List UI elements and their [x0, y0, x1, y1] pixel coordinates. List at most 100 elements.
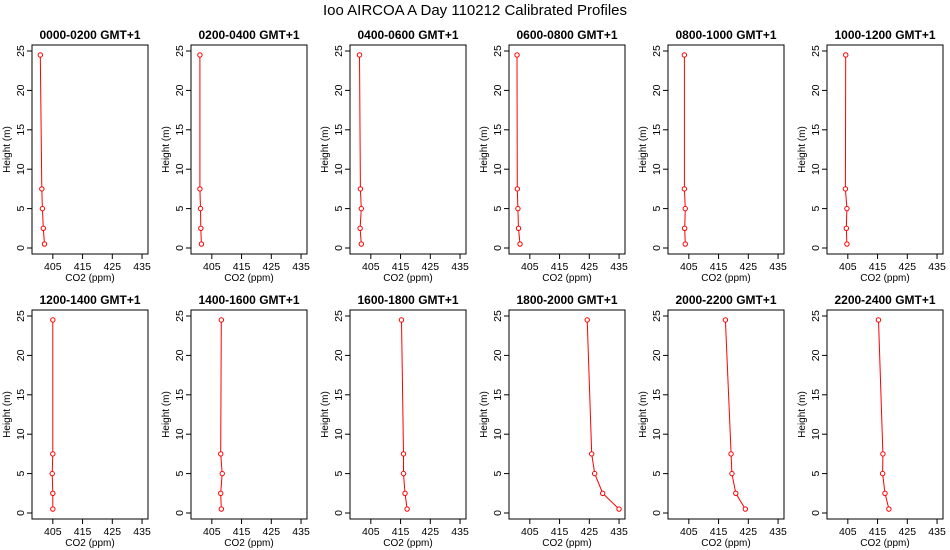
profile-line: [359, 54, 362, 245]
x-axis-label: CO2 (ppm): [542, 273, 591, 284]
plot-frame: [667, 44, 785, 255]
profile-panel: 0400-0600 GMT+1 405 415 425 435 0 5 10 15 20 25 CO2…: [320, 28, 469, 284]
x-tick-label: 405: [680, 261, 698, 273]
x-tick-label: 415: [551, 526, 569, 538]
data-point: [402, 490, 408, 496]
data-point: [198, 241, 205, 247]
data-point: [218, 317, 225, 323]
y-tick-label: 15: [333, 124, 345, 136]
x-axis-label: CO2 (ppm): [383, 273, 432, 284]
data-point: [742, 506, 749, 512]
plot-frame: [826, 309, 944, 520]
y-axis-label: Height (m): [479, 126, 490, 173]
y-tick-label: 0: [810, 510, 822, 516]
data-point: [515, 205, 521, 212]
panel-title: 1000-1200 GMT+1: [834, 28, 935, 42]
data-point: [875, 317, 882, 323]
profile-panel: 0600-0800 GMT+1 405 415 425 435 0 5 10 15 20 25 CO2…: [479, 28, 628, 284]
x-tick-label: 435: [292, 526, 310, 538]
x-tick-label: 405: [839, 261, 857, 273]
x-axis-label: CO2 (ppm): [860, 538, 909, 549]
y-tick-label: 25: [810, 45, 822, 57]
profile-panel: 1200-1400 GMT+1 405 415 425 435 0 5 10 15 20 25 CO2…: [2, 293, 151, 549]
profile-line: [51, 319, 54, 510]
data-point: [616, 506, 622, 512]
y-tick-label: 20: [651, 84, 663, 96]
y-axis-label: Height (m): [320, 126, 331, 173]
x-axis-label: CO2 (ppm): [383, 538, 432, 549]
x-tick-label: 405: [203, 526, 221, 538]
y-tick-label: 15: [15, 389, 27, 401]
y-tick-label: 5: [651, 206, 663, 212]
profile-panel: 2200-2400 GMT+1 405 415 425 435 0 5 10 15 20 25 CO2…: [797, 293, 946, 549]
data-point: [681, 225, 688, 232]
x-tick-label: 415: [869, 261, 887, 273]
y-axis-label: Height (m): [161, 126, 172, 173]
panel-title: 0400-0600 GMT+1: [357, 28, 458, 42]
data-point: [844, 241, 850, 247]
y-tick-label: 0: [15, 510, 27, 516]
x-tick-label: 415: [710, 526, 728, 538]
y-tick-label: 10: [174, 163, 186, 175]
x-tick-label: 405: [521, 526, 539, 538]
data-point: [219, 470, 225, 477]
x-tick-label: 425: [740, 261, 758, 273]
plot-frame: [349, 309, 467, 520]
x-tick-label: 415: [551, 261, 569, 273]
data-point: [357, 225, 363, 232]
y-axis-label: Height (m): [638, 126, 649, 173]
data-point: [728, 451, 734, 457]
y-tick-label: 5: [174, 471, 186, 477]
data-point: [39, 186, 45, 192]
profile-line: [724, 319, 746, 510]
y-tick-label: 5: [810, 206, 822, 212]
y-tick-label: 5: [651, 471, 663, 477]
profile-panel: 1400-1600 GMT+1 405 415 425 435 0 5 10 15 20 25 CO2…: [161, 293, 310, 549]
figure-title: Ioo AIRCOA A Day 110212 Calibrated Profi…: [322, 2, 628, 19]
data-point: [515, 225, 522, 232]
x-tick-label: 425: [422, 261, 440, 273]
data-point: [514, 186, 521, 192]
panel-title: 2000-2200 GMT+1: [675, 293, 776, 307]
data-point: [681, 186, 688, 192]
x-tick-label: 435: [610, 261, 628, 273]
data-point: [584, 317, 590, 323]
x-tick-label: 425: [263, 526, 281, 538]
y-axis-label: Height (m): [2, 126, 13, 173]
y-axis-label: Height (m): [638, 391, 649, 438]
data-point: [198, 225, 204, 232]
data-point: [197, 205, 204, 212]
data-point: [514, 52, 520, 58]
y-tick-label: 10: [174, 428, 186, 440]
x-tick-label: 435: [928, 526, 946, 538]
data-point: [842, 186, 849, 192]
data-point: [37, 52, 44, 58]
y-tick-label: 10: [333, 428, 345, 440]
y-tick-label: 20: [333, 349, 345, 361]
y-tick-label: 10: [651, 428, 663, 440]
y-tick-label: 25: [15, 310, 27, 322]
panel-title: 1200-1400 GMT+1: [39, 293, 140, 307]
y-tick-label: 25: [333, 45, 345, 57]
y-axis-label: Height (m): [479, 391, 490, 438]
data-point: [218, 451, 224, 457]
data-point: [729, 470, 735, 477]
y-tick-label: 20: [174, 84, 186, 96]
y-tick-label: 0: [174, 510, 186, 516]
y-tick-label: 15: [15, 124, 27, 136]
x-tick-label: 425: [740, 526, 758, 538]
y-tick-label: 15: [651, 389, 663, 401]
data-point: [41, 241, 48, 247]
x-tick-label: 415: [74, 261, 92, 273]
y-tick-label: 10: [651, 163, 663, 175]
x-axis-label: CO2 (ppm): [65, 538, 114, 549]
y-tick-label: 5: [810, 471, 822, 477]
x-tick-label: 425: [104, 261, 122, 273]
data-point: [400, 451, 407, 457]
data-point: [843, 52, 849, 58]
profile-panel: 0800-1000 GMT+1 405 415 425 435 0 5 10 15 20 25 CO2…: [638, 28, 787, 284]
y-tick-label: 5: [15, 206, 27, 212]
profile-panel: 2000-2200 GMT+1 405 415 425 435 0 5 10 15 20 25 CO2…: [638, 293, 787, 549]
y-axis-label: Height (m): [797, 391, 808, 438]
